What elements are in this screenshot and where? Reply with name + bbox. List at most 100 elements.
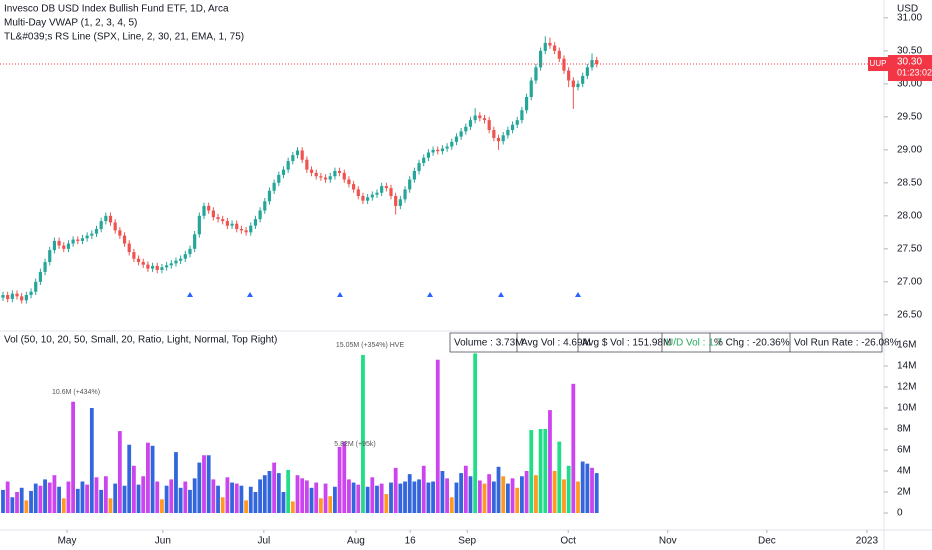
x-tick-label: Jul	[257, 536, 270, 547]
candle-body	[216, 217, 220, 220]
candle-body	[314, 172, 318, 177]
candle-body	[412, 170, 416, 180]
signal-marker	[247, 292, 253, 297]
stat: Vol Run Rate : -26.08%	[794, 338, 899, 349]
candle-body	[454, 136, 459, 142]
volume-bar	[99, 489, 104, 513]
candle-body	[375, 192, 379, 195]
volume-bar	[10, 497, 15, 513]
candle-body	[548, 42, 552, 46]
candle-body	[127, 243, 131, 253]
volume-bar	[412, 481, 417, 513]
volume-bar	[244, 500, 248, 513]
candle-body	[384, 186, 388, 189]
volume-bar	[192, 478, 197, 513]
volume-bar	[585, 463, 590, 513]
volume-bar	[361, 354, 365, 513]
volume-bar	[276, 473, 281, 513]
volume-bar	[75, 488, 80, 513]
volume-bar	[258, 479, 263, 513]
candle-body	[478, 115, 482, 119]
candle-body	[57, 240, 61, 246]
candle-body	[258, 210, 262, 220]
candle-body	[38, 271, 42, 282]
candle-body	[52, 240, 57, 251]
candle-body	[473, 115, 477, 121]
candle-body	[515, 120, 519, 125]
volume-annotation: 5.82M (+95k)	[334, 441, 375, 448]
volume-bar	[333, 486, 337, 513]
candle-body	[207, 205, 211, 211]
volume-bar	[131, 465, 136, 513]
volume-bar	[449, 497, 454, 513]
y-tick-label: 12M	[897, 382, 916, 393]
ticker-label: UUP	[870, 59, 887, 68]
volume-bar	[370, 477, 375, 513]
y-tick-label: 27.00	[897, 276, 922, 287]
volume-bar	[239, 485, 244, 513]
volume-bar	[216, 485, 220, 513]
volume-bar	[580, 461, 585, 513]
volume-bar	[225, 477, 230, 513]
indicator-label: Multi-Day VWAP (1, 2, 3, 4, 5)	[4, 18, 137, 29]
y-tick-label: 10M	[897, 403, 916, 414]
volume-bar	[538, 429, 543, 513]
candle-body	[150, 265, 155, 269]
volume-bar	[351, 482, 356, 513]
x-tick-label: Nov	[659, 536, 677, 547]
candle-body	[76, 239, 80, 241]
candle-body	[468, 120, 473, 127]
candle-body	[235, 223, 239, 230]
volume-bar	[421, 465, 426, 513]
candle-body	[529, 80, 533, 98]
candle-body	[6, 295, 10, 299]
candle-body	[155, 265, 159, 270]
y-tick-label: 28.50	[897, 177, 922, 188]
candle-body	[62, 245, 66, 249]
x-tick-label: May	[58, 536, 77, 547]
volume-bar	[548, 410, 552, 513]
volume-bar	[477, 480, 482, 513]
volume-bar	[454, 482, 459, 513]
volume-bar	[529, 430, 534, 513]
candle-body	[94, 229, 99, 234]
candle-body	[482, 118, 487, 121]
stats-box	[449, 332, 883, 353]
ticker-tag	[868, 57, 888, 72]
stat: U/D Vol : 1.7	[666, 338, 723, 349]
candle-body	[211, 210, 215, 218]
volume-bar	[403, 481, 407, 513]
candle-body	[361, 196, 365, 201]
volume-bar	[211, 479, 216, 513]
candle-body	[146, 264, 150, 269]
volume-bar	[281, 492, 286, 513]
volume-bar	[160, 499, 164, 513]
volume-bar	[230, 482, 234, 513]
volume-bar	[505, 483, 510, 513]
volume-bar	[496, 466, 501, 513]
candle-body	[534, 67, 538, 81]
candle-body	[90, 233, 94, 236]
candle-body	[389, 188, 393, 197]
stat: Avg $ Vol : 151.98M	[582, 338, 671, 349]
candle-body	[562, 58, 566, 71]
volume-bar	[389, 482, 393, 513]
volume-bar	[356, 484, 361, 513]
candle-body	[567, 70, 571, 81]
candle-body	[553, 45, 557, 51]
candle-body	[169, 263, 173, 266]
volume-bar	[262, 475, 267, 513]
candle-body	[440, 148, 445, 152]
candle-body	[80, 238, 85, 241]
candle-body	[244, 230, 248, 233]
candle-body	[309, 169, 314, 173]
candle-body	[337, 170, 342, 173]
volume-bar	[304, 480, 309, 513]
volume-bar	[150, 445, 155, 513]
candle-body	[99, 221, 103, 230]
candle-body	[510, 124, 515, 131]
candle-body	[66, 243, 71, 249]
volume-bar	[183, 481, 188, 513]
volume-bar	[524, 471, 529, 513]
